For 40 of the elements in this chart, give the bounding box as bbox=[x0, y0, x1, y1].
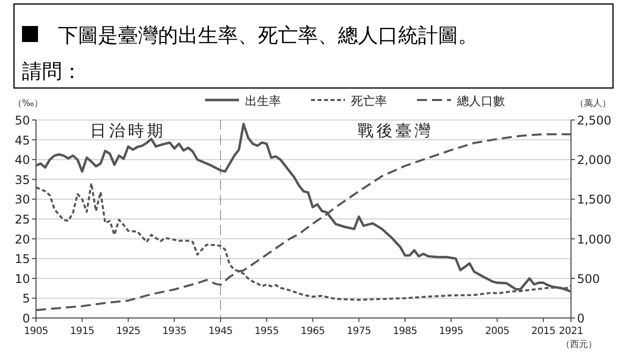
x-tick-label: 2005 bbox=[485, 326, 510, 337]
annotation: 戰後臺灣 bbox=[358, 121, 434, 140]
x-tick-label: 1915 bbox=[70, 326, 94, 337]
x-axis-title: （西元） bbox=[561, 339, 597, 350]
chart-title: 下圖是臺灣的出生率、死亡率、總人口統計圖。 bbox=[58, 23, 478, 47]
y2-tick-label: 1,000 bbox=[577, 232, 612, 246]
legend-label: 總人口數 bbox=[456, 94, 505, 108]
x-tick-label: 1995 bbox=[438, 326, 464, 337]
y2-tick-label: 2,000 bbox=[577, 153, 612, 168]
y2-tick-label: 500 bbox=[577, 272, 600, 286]
y2-tick-label: 1,500 bbox=[577, 192, 612, 207]
x-tick-label: 1955 bbox=[254, 326, 279, 337]
x-tick-label: 1965 bbox=[300, 326, 325, 337]
legend-label: 出生率 bbox=[245, 94, 281, 108]
x-tick-label: 1985 bbox=[392, 326, 418, 337]
x-tick-label: 1975 bbox=[346, 326, 371, 337]
y-tick-label: 30 bbox=[14, 192, 30, 207]
x-tick-label: 1925 bbox=[116, 326, 140, 337]
legend-label: 死亡率 bbox=[351, 94, 387, 108]
y-axis-title: （‰） bbox=[12, 99, 44, 109]
y-tick-label: 15 bbox=[14, 252, 30, 266]
y-tick-label: 20 bbox=[14, 232, 30, 246]
x-tick-label: 2015 bbox=[531, 326, 556, 337]
y2-axis-title: （萬人） bbox=[575, 98, 611, 109]
x-tick-label: 2021 bbox=[558, 326, 584, 337]
x-tick-label: 1935 bbox=[162, 326, 186, 337]
y-tick-label: 40 bbox=[14, 153, 30, 168]
chart-subtitle: 請問： bbox=[22, 59, 82, 83]
x-tick-label: 1905 bbox=[24, 326, 48, 337]
y-tick-label: 35 bbox=[14, 172, 30, 187]
annotation: 日治時期 bbox=[90, 121, 166, 140]
y2-tick-label: 0 bbox=[577, 312, 585, 326]
y-tick-label: 25 bbox=[14, 212, 30, 226]
y2-tick-label: 2,500 bbox=[577, 114, 612, 128]
y-tick-label: 10 bbox=[14, 272, 30, 286]
x-tick-label: 1945 bbox=[208, 326, 233, 337]
y-tick-label: 0 bbox=[22, 312, 30, 326]
y-tick-label: 5 bbox=[22, 292, 30, 306]
y-tick-label: 45 bbox=[14, 133, 30, 148]
y-tick-label: 50 bbox=[14, 114, 30, 128]
